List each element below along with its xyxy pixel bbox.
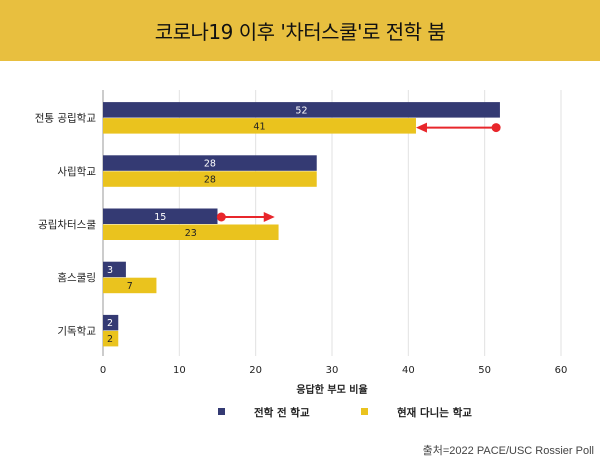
category-label: 기독학교 (57, 325, 96, 337)
x-tick-label: 20 (249, 365, 262, 376)
data-label: 28 (204, 159, 216, 170)
bar-current (103, 277, 157, 294)
category-label: 전통 공립학교 (35, 112, 97, 125)
arrow-head (263, 212, 275, 222)
arrow-start-dot (491, 123, 501, 133)
category-label: 사립학교 (57, 165, 96, 178)
data-label: 52 (295, 105, 307, 116)
data-label: 28 (204, 175, 216, 186)
bar-current (103, 171, 317, 187)
data-label: 41 (253, 121, 265, 132)
legend-label: 현재 다니는 학교 (397, 406, 472, 419)
title-banner: 코로나19 이후 '차터스쿨'로 전학 붐 (0, 0, 600, 61)
data-label: 2 (107, 318, 113, 329)
bar-current (103, 330, 119, 347)
arrow-start-dot (216, 212, 226, 222)
legend-swatch (218, 408, 225, 415)
x-tick-label: 0 (100, 365, 106, 376)
bar-before (103, 155, 317, 171)
data-label: 7 (127, 281, 133, 292)
x-tick-label: 10 (173, 365, 186, 376)
bar-current (103, 224, 279, 240)
x-axis-label: 응답한 부모 비율 (296, 383, 367, 396)
chart-title: 코로나19 이후 '차터스쿨'로 전학 붐 (154, 20, 446, 44)
data-label: 15 (154, 212, 166, 223)
x-tick-label: 30 (326, 365, 339, 376)
data-label: 2 (107, 334, 113, 345)
legend-label: 전학 전 학교 (254, 406, 310, 419)
data-label: 3 (107, 265, 113, 276)
x-tick-label: 40 (402, 365, 415, 376)
category-label: 홈스쿨링 (57, 271, 96, 284)
bar-current (103, 118, 416, 134)
source-note: 출처=2022 PACE/USC Rossier Poll (422, 445, 594, 457)
legend-swatch (361, 408, 368, 415)
data-label: 23 (185, 228, 197, 239)
bar-before (103, 102, 500, 118)
x-tick-label: 50 (478, 365, 491, 376)
bar-before (103, 261, 126, 278)
bar-before (103, 314, 119, 331)
category-label: 공립차터스쿨 (38, 218, 96, 231)
bar-before (103, 208, 218, 224)
x-tick-label: 60 (555, 365, 568, 376)
arrow-head (415, 122, 427, 133)
